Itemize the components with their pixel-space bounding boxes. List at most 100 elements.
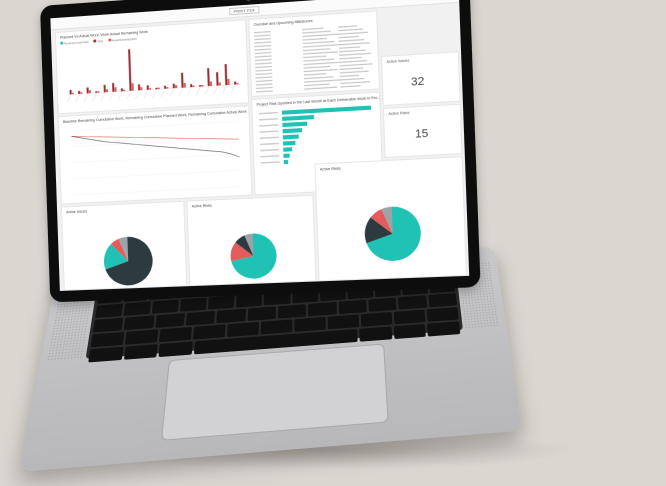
work-bar-chart-tile[interactable]: Planned Vs Actual Work, Work Actual Rema…: [55, 19, 249, 114]
hbar: [282, 122, 307, 127]
kpi-active-issues-tile[interactable]: Active Issues 32: [381, 51, 461, 106]
series-line: [71, 127, 239, 148]
key[interactable]: [261, 319, 293, 334]
hbar-label: [259, 118, 278, 120]
key[interactable]: [193, 324, 226, 339]
key[interactable]: [155, 313, 185, 328]
key[interactable]: [393, 324, 426, 339]
key[interactable]: [359, 326, 392, 341]
x-tick-label: [213, 87, 217, 94]
hbar-label: [260, 149, 279, 151]
key[interactable]: [186, 311, 216, 326]
bar: [210, 81, 212, 86]
x-tick-label: [161, 90, 165, 97]
hbar-label: [260, 137, 279, 139]
key[interactable]: [91, 332, 125, 347]
key[interactable]: [294, 317, 325, 332]
bar: [158, 88, 160, 90]
hbar: [283, 134, 299, 139]
key[interactable]: [398, 295, 427, 309]
print-pdf-button[interactable]: PRINT PDF: [229, 6, 259, 15]
table-cell: [340, 81, 370, 84]
burndown-chart-tile[interactable]: Baseline Remaining Cumulative Work, Rema…: [58, 105, 253, 204]
x-tick-label: [152, 90, 156, 97]
pie-tile-3[interactable]: Active Risks: [314, 156, 467, 281]
bar: [175, 85, 177, 88]
bar: [112, 83, 114, 92]
key[interactable]: [88, 347, 123, 363]
table-cell: [304, 79, 341, 82]
milestones-table-tile[interactable]: Overdue and Upcoming Milestones: [248, 10, 380, 97]
bar: [123, 90, 125, 92]
pie-chart-3: [315, 157, 465, 280]
bar: [227, 79, 229, 85]
key[interactable]: [427, 321, 460, 336]
x-axis: [68, 84, 241, 94]
bar: [114, 87, 116, 92]
key[interactable]: [428, 293, 457, 307]
bar: [192, 85, 194, 87]
table-cell: [254, 45, 271, 47]
key[interactable]: [95, 304, 123, 318]
hbar-label: [259, 124, 278, 126]
key[interactable]: [159, 327, 192, 342]
table-cell: [255, 55, 272, 57]
trackpad[interactable]: [161, 344, 389, 441]
bar: [132, 83, 134, 91]
key[interactable]: [124, 315, 154, 330]
table-cell: [254, 34, 271, 36]
bar: [173, 84, 175, 89]
table-cell: [256, 76, 273, 78]
bar: [121, 88, 123, 91]
pie-tile-2[interactable]: Active Risks: [186, 195, 316, 286]
table-cell: [303, 41, 335, 44]
table-cell: [255, 62, 272, 64]
series-line: [71, 127, 239, 165]
key[interactable]: [217, 309, 246, 324]
key[interactable]: [361, 312, 393, 327]
table-cell: [304, 76, 334, 79]
table-cell: [338, 32, 368, 35]
table-cell: [255, 69, 272, 71]
key[interactable]: [227, 322, 259, 337]
table-cell: [256, 90, 273, 92]
key[interactable]: [394, 309, 426, 324]
pie-chart-2: [187, 196, 315, 285]
key[interactable]: [93, 318, 124, 333]
table-cell: [303, 59, 334, 62]
key[interactable]: [328, 314, 360, 329]
bar: [97, 91, 99, 93]
x-tick-label: [222, 86, 226, 93]
key[interactable]: [124, 344, 159, 360]
pie-tile-1[interactable]: Active Issues: [61, 201, 187, 291]
bar: [181, 73, 184, 88]
key[interactable]: [278, 304, 306, 319]
key[interactable]: [247, 306, 276, 321]
hbar: [282, 115, 314, 121]
hbar-label: [261, 161, 280, 163]
table-cell: [303, 51, 338, 54]
key[interactable]: [338, 300, 366, 314]
x-tick-label: [144, 91, 148, 98]
table-cell: [339, 60, 367, 63]
bar: [87, 87, 89, 93]
bar: [89, 90, 91, 93]
x-tick-label: [170, 89, 174, 96]
table-cell: [303, 44, 342, 48]
key[interactable]: [124, 302, 152, 316]
key[interactable]: [368, 297, 397, 311]
bar: [236, 83, 238, 85]
table-cell: [256, 80, 273, 82]
bar: [104, 85, 106, 93]
bar: [95, 91, 97, 93]
key[interactable]: [308, 302, 336, 316]
hbar: [282, 106, 371, 115]
key[interactable]: [125, 329, 158, 344]
key[interactable]: [159, 341, 193, 357]
milestones-table: [249, 12, 379, 96]
gridline: [71, 121, 238, 130]
key[interactable]: [427, 307, 459, 322]
table-cell: [339, 57, 361, 60]
kpi-active-risks-tile[interactable]: Active Risks 15: [383, 104, 463, 158]
